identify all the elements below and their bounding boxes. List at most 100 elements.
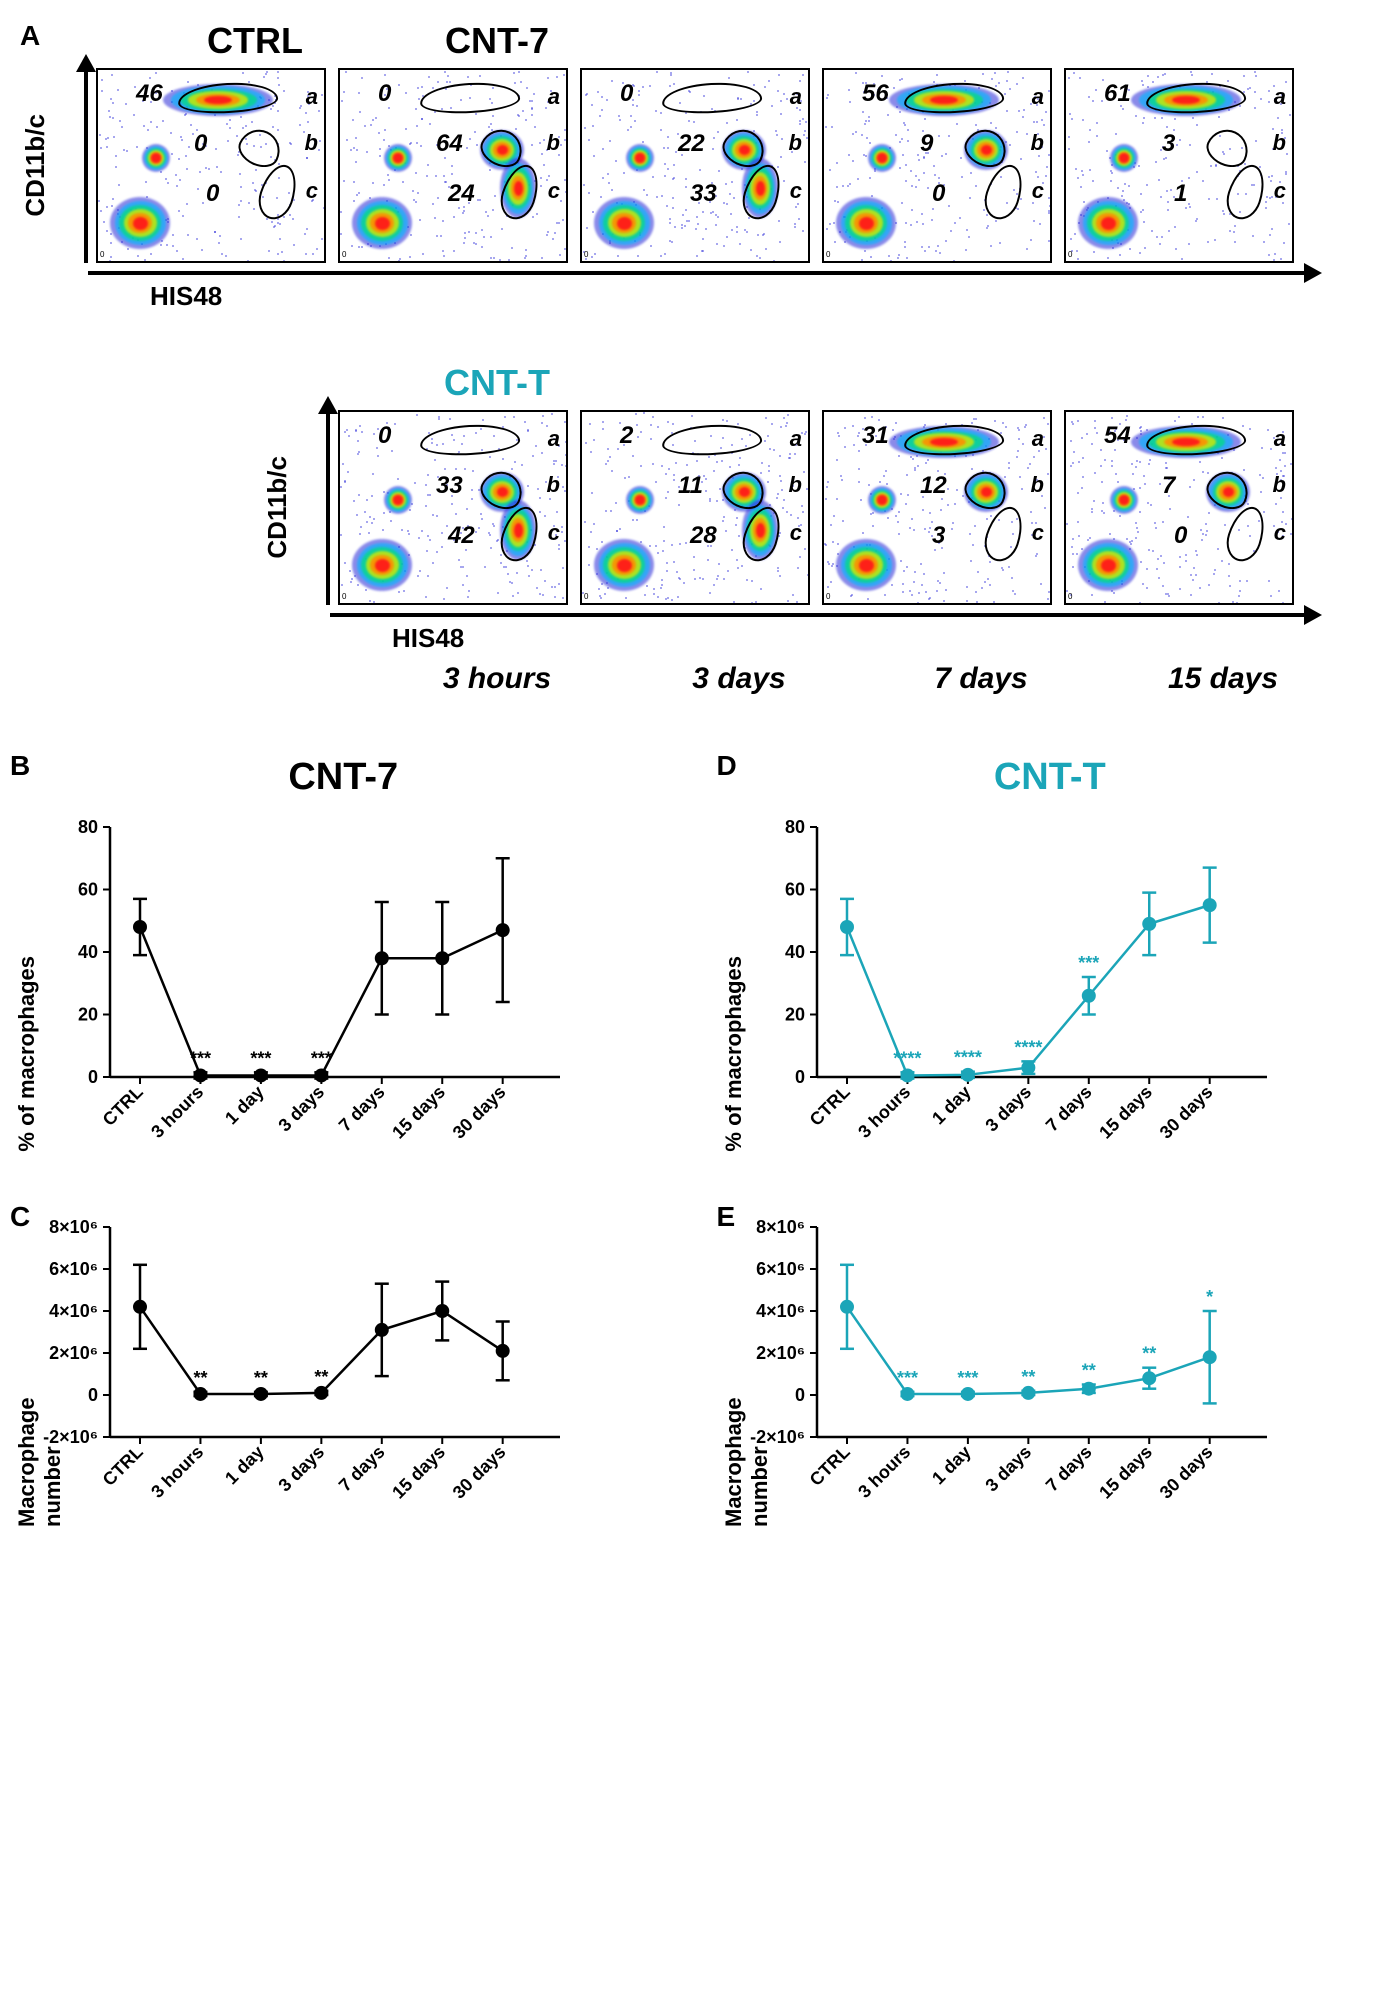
svg-text:1 day: 1 day xyxy=(928,1082,975,1129)
y-axis-cd11bc-1: CD11b/c xyxy=(20,114,50,217)
title-cnt7: CNT-7 xyxy=(382,20,612,62)
svg-text:**: ** xyxy=(1142,1344,1156,1364)
svg-text:**: ** xyxy=(1081,1361,1095,1381)
timepoint-label: 3 hours xyxy=(382,662,612,696)
timepoint-label: 3 days xyxy=(624,662,854,696)
svg-text:0: 0 xyxy=(794,1385,804,1405)
svg-text:**: ** xyxy=(193,1368,207,1388)
chart-C: C Macrophage number -2×10⁶02×10⁶4×10⁶6×1… xyxy=(20,1207,667,1527)
svg-text:***: *** xyxy=(190,1048,211,1068)
scatter-row-cnt7: CD11b/c abc46000abc064240abc022330abc569… xyxy=(20,68,1373,263)
svg-text:***: *** xyxy=(957,1368,978,1388)
svg-text:CTRL: CTRL xyxy=(805,1442,853,1490)
svg-text:20: 20 xyxy=(78,1005,98,1025)
svg-text:60: 60 xyxy=(784,880,804,900)
svg-text:15 days: 15 days xyxy=(388,1442,449,1503)
y-axis-cd11bc-2: CD11b/c xyxy=(262,456,292,559)
x-axis-his48-2: HIS48 xyxy=(392,623,1373,654)
timepoint-label: 7 days xyxy=(866,662,1096,696)
svg-text:40: 40 xyxy=(78,942,98,962)
chart-title-B: CNT-7 xyxy=(20,756,667,799)
panel-label-C: C xyxy=(10,1201,30,1233)
svg-text:1 day: 1 day xyxy=(221,1082,268,1129)
chart-ylabel-D: % of macrophages xyxy=(721,956,747,1152)
svg-text:30 days: 30 days xyxy=(449,1082,510,1143)
svg-text:**: ** xyxy=(1021,1367,1035,1387)
flow-scatter: abc064240 xyxy=(338,68,568,263)
svg-text:****: **** xyxy=(1014,1037,1042,1057)
flow-scatter: abc46000 xyxy=(96,68,326,263)
flow-scatter: abc311230 xyxy=(822,410,1052,605)
x-axis-his48-1: HIS48 xyxy=(150,281,1373,312)
svg-text:0: 0 xyxy=(88,1385,98,1405)
svg-text:1 day: 1 day xyxy=(221,1442,268,1489)
panel-label-E: E xyxy=(717,1201,736,1233)
svg-text:3 hours: 3 hours xyxy=(147,1442,207,1502)
timepoint-label: 15 days xyxy=(1108,662,1338,696)
svg-text:40: 40 xyxy=(784,942,804,962)
title-cntt: CNT-T xyxy=(382,362,612,404)
chart-ylabel-E: Macrophage number xyxy=(721,1347,773,1527)
scatter-row-cntt: CD11b/c abc033420abc211280abc311230abc54… xyxy=(262,410,1373,605)
svg-text:30 days: 30 days xyxy=(1155,1082,1216,1143)
svg-text:8×10⁶: 8×10⁶ xyxy=(756,1217,805,1237)
panel-label-B: B xyxy=(10,750,30,782)
svg-text:3 days: 3 days xyxy=(981,1442,1035,1496)
svg-text:CTRL: CTRL xyxy=(99,1442,147,1490)
svg-text:80: 80 xyxy=(78,817,98,837)
svg-text:4×10⁶: 4×10⁶ xyxy=(756,1301,805,1321)
timepoint-labels: 3 hours 3 days 7 days 15 days xyxy=(382,662,1373,696)
chart-B: B CNT-7 % of macrophages 020406080CTRL3 … xyxy=(20,756,667,1167)
chart-E: E Macrophage number -2×10⁶02×10⁶4×10⁶6×1… xyxy=(727,1207,1374,1527)
svg-text:7 days: 7 days xyxy=(335,1442,389,1496)
svg-text:15 days: 15 days xyxy=(388,1082,449,1143)
svg-text:8×10⁶: 8×10⁶ xyxy=(49,1217,98,1237)
svg-text:60: 60 xyxy=(78,880,98,900)
svg-text:0: 0 xyxy=(794,1067,804,1087)
svg-text:6×10⁶: 6×10⁶ xyxy=(756,1259,805,1279)
svg-text:20: 20 xyxy=(784,1005,804,1025)
flow-scatter: abc54700 xyxy=(1064,410,1294,605)
flow-scatter: abc61310 xyxy=(1064,68,1294,263)
svg-text:***: *** xyxy=(311,1048,332,1068)
svg-text:1 day: 1 day xyxy=(928,1442,975,1489)
svg-text:15 days: 15 days xyxy=(1095,1442,1156,1503)
chart-ylabel-B: % of macrophages xyxy=(14,956,40,1152)
svg-text:****: **** xyxy=(893,1048,921,1068)
chart-ylabel-C: Macrophage number xyxy=(14,1347,66,1527)
svg-text:3 days: 3 days xyxy=(274,1082,328,1136)
title-ctrl: CTRL xyxy=(140,20,370,62)
chart-title-D: CNT-T xyxy=(727,756,1374,799)
svg-text:***: *** xyxy=(1078,953,1099,973)
svg-text:7 days: 7 days xyxy=(1041,1082,1095,1136)
svg-text:3 hours: 3 hours xyxy=(854,1442,914,1502)
svg-text:***: *** xyxy=(896,1368,917,1388)
svg-text:**: ** xyxy=(314,1367,328,1387)
svg-text:CTRL: CTRL xyxy=(99,1082,147,1130)
flow-scatter: abc022330 xyxy=(580,68,810,263)
svg-text:****: **** xyxy=(953,1048,981,1068)
svg-text:30 days: 30 days xyxy=(1155,1442,1216,1503)
svg-text:7 days: 7 days xyxy=(335,1082,389,1136)
chart-D: D CNT-T % of macrophages 020406080CTRL3 … xyxy=(727,756,1374,1167)
flow-scatter: abc56900 xyxy=(822,68,1052,263)
svg-text:**: ** xyxy=(254,1368,268,1388)
svg-text:80: 80 xyxy=(784,817,804,837)
svg-text:7 days: 7 days xyxy=(1041,1442,1095,1496)
panel-label-D: D xyxy=(717,750,737,782)
svg-text:0: 0 xyxy=(88,1067,98,1087)
svg-text:3 days: 3 days xyxy=(274,1442,328,1496)
svg-text:30 days: 30 days xyxy=(449,1442,510,1503)
svg-text:3 hours: 3 hours xyxy=(854,1082,914,1142)
panel-label-A: A xyxy=(20,20,40,52)
svg-text:3 days: 3 days xyxy=(981,1082,1035,1136)
svg-text:CTRL: CTRL xyxy=(805,1082,853,1130)
svg-text:*: * xyxy=(1206,1287,1213,1307)
svg-text:15 days: 15 days xyxy=(1095,1082,1156,1143)
svg-text:***: *** xyxy=(250,1048,271,1068)
svg-text:6×10⁶: 6×10⁶ xyxy=(49,1259,98,1279)
flow-scatter: abc211280 xyxy=(580,410,810,605)
flow-scatter: abc033420 xyxy=(338,410,568,605)
svg-text:3 hours: 3 hours xyxy=(147,1082,207,1142)
svg-text:4×10⁶: 4×10⁶ xyxy=(49,1301,98,1321)
